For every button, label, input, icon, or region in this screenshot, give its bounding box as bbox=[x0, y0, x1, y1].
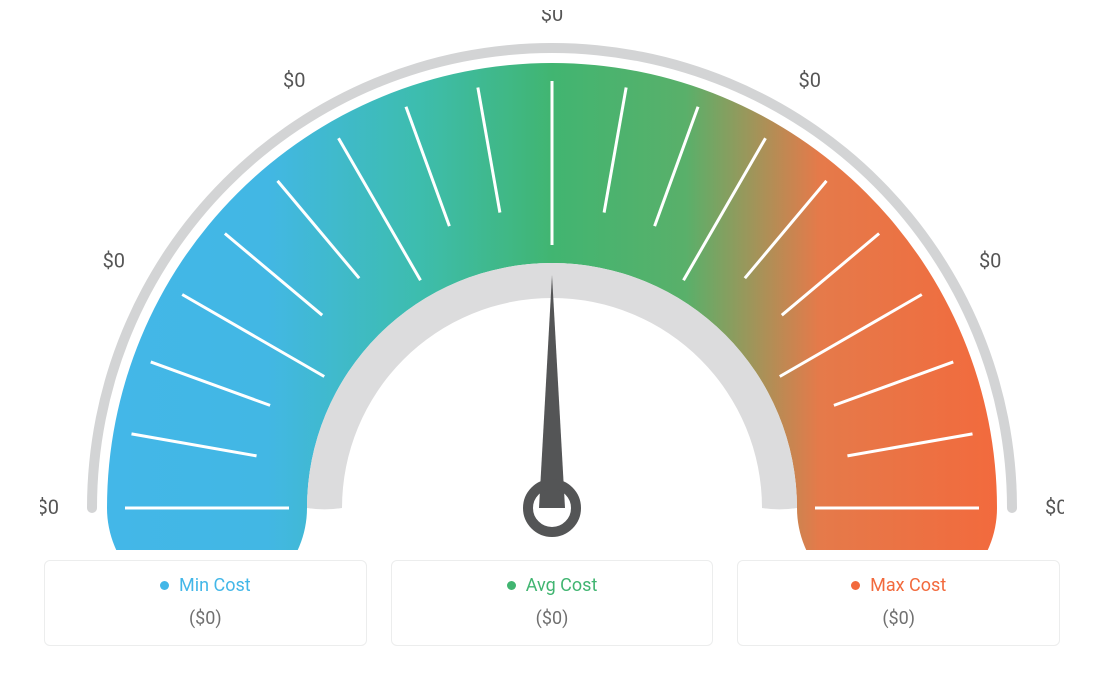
gauge-needle bbox=[539, 275, 565, 508]
gauge-tick-label: $0 bbox=[541, 10, 563, 26]
legend-card-min: Min Cost ($0) bbox=[44, 560, 367, 646]
gauge-svg: $0 $0 $0 $0 $0 $0 $0 bbox=[40, 10, 1064, 550]
legend-label-min: Min Cost bbox=[179, 575, 251, 596]
legend-dot-avg bbox=[507, 581, 516, 590]
legend-card-max: Max Cost ($0) bbox=[737, 560, 1060, 646]
cost-gauge-container: $0 $0 $0 $0 $0 $0 $0 Min Cost ($0) Avg Cost ($… bbox=[0, 0, 1104, 690]
gauge-tick-label: $0 bbox=[283, 68, 305, 92]
legend-dot-max bbox=[851, 581, 860, 590]
legend-row: Min Cost ($0) Avg Cost ($0) Max Cost ($0… bbox=[40, 560, 1064, 646]
legend-dot-min bbox=[160, 581, 169, 590]
gauge-tick-label: $0 bbox=[40, 495, 59, 519]
legend-card-avg: Avg Cost ($0) bbox=[391, 560, 714, 646]
gauge-tick-label: $0 bbox=[103, 249, 125, 273]
legend-value-avg: ($0) bbox=[402, 608, 703, 629]
gauge-tick-label: $0 bbox=[1045, 495, 1064, 519]
gauge-tick-label: $0 bbox=[979, 249, 1001, 273]
legend-value-min: ($0) bbox=[55, 608, 356, 629]
gauge-tick-label: $0 bbox=[799, 68, 821, 92]
legend-label-avg: Avg Cost bbox=[526, 575, 598, 596]
gauge-chart: $0 $0 $0 $0 $0 $0 $0 bbox=[40, 10, 1064, 550]
legend-label-max: Max Cost bbox=[870, 575, 946, 596]
legend-value-max: ($0) bbox=[748, 608, 1049, 629]
